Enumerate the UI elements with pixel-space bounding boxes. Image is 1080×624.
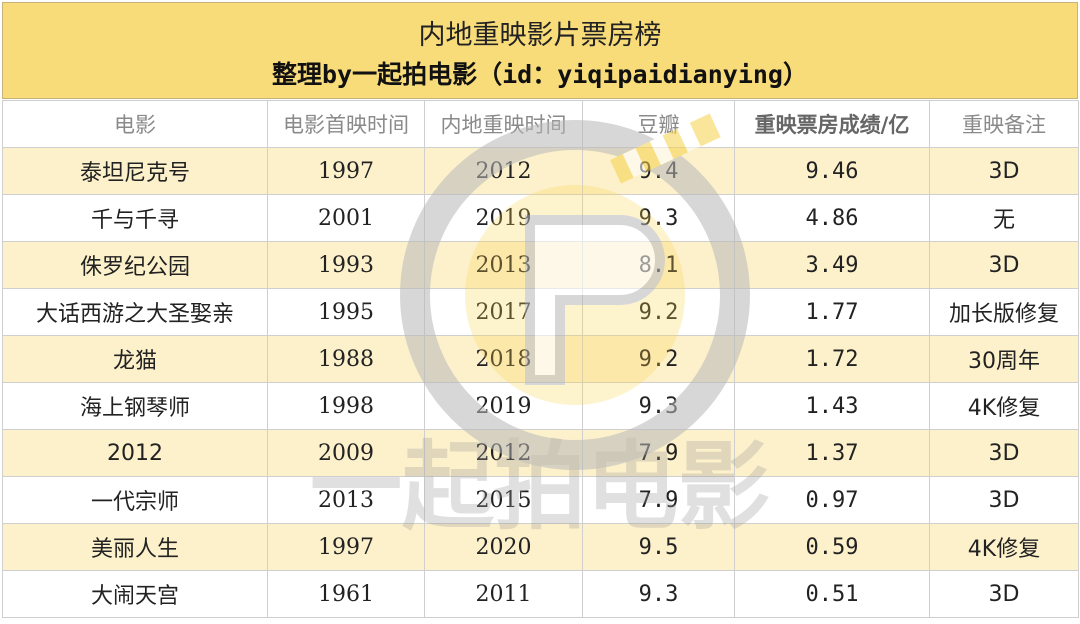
cell-rerelease-year[interactable]: 2017: [424, 288, 583, 336]
cell-rerelease-year[interactable]: 2012: [424, 429, 583, 477]
cell-note[interactable]: 3D: [929, 241, 1079, 289]
cell-douban[interactable]: 9.2: [582, 335, 735, 383]
cell-note[interactable]: 3D: [929, 429, 1079, 477]
cell-movie[interactable]: 龙猫: [2, 335, 268, 383]
table-row: 侏罗纪公园 1993 2013 8.1 3.49 3D: [2, 241, 1079, 289]
table-row: 美丽人生 1997 2020 9.5 0.59 4K修复: [2, 523, 1079, 571]
cell-douban[interactable]: 9.3: [582, 194, 735, 242]
cell-rerelease-year[interactable]: 2013: [424, 241, 583, 289]
cell-movie[interactable]: 美丽人生: [2, 523, 268, 571]
cell-box-office[interactable]: 3.49: [734, 241, 930, 289]
cell-movie[interactable]: 海上钢琴师: [2, 382, 268, 430]
cell-movie[interactable]: 2012: [2, 429, 268, 477]
table-row: 千与千寻 2001 2019 9.3 4.86 无: [2, 194, 1079, 242]
table-row: 泰坦尼克号 1997 2012 9.4 9.46 3D: [2, 147, 1079, 195]
cell-note[interactable]: 3D: [929, 476, 1079, 524]
cell-box-office[interactable]: 1.72: [734, 335, 930, 383]
cell-box-office[interactable]: 4.86: [734, 194, 930, 242]
header-rerelease-year[interactable]: 内地重映时间: [424, 100, 583, 148]
cell-premiere-year[interactable]: 1995: [267, 288, 425, 336]
table-row: 2012 2009 2012 7.9 1.37 3D: [2, 429, 1079, 477]
cell-note[interactable]: 3D: [929, 147, 1079, 195]
table-row: 一代宗师 2013 2015 7.9 0.97 3D: [2, 476, 1079, 524]
cell-premiere-year[interactable]: 1998: [267, 382, 425, 430]
cell-movie[interactable]: 泰坦尼克号: [2, 147, 268, 195]
cell-premiere-year[interactable]: 1993: [267, 241, 425, 289]
cell-rerelease-year[interactable]: 2019: [424, 194, 583, 242]
table-title: 内地重映影片票房榜: [418, 20, 662, 51]
title-block: 内地重映影片票房榜 整理by一起拍电影（id：yiqipaidianying）: [2, 2, 1078, 99]
cell-douban[interactable]: 8.1: [582, 241, 735, 289]
cell-premiere-year[interactable]: 1997: [267, 147, 425, 195]
cell-note[interactable]: 30周年: [929, 335, 1079, 383]
cell-note[interactable]: 无: [929, 194, 1079, 242]
cell-rerelease-year[interactable]: 2015: [424, 476, 583, 524]
header-douban[interactable]: 豆瓣: [582, 100, 735, 148]
cell-rerelease-year[interactable]: 2012: [424, 147, 583, 195]
cell-note[interactable]: 3D: [929, 570, 1079, 618]
cell-note[interactable]: 4K修复: [929, 382, 1079, 430]
header-row: 电影 电影首映时间 内地重映时间 豆瓣 重映票房成绩/亿 重映备注: [2, 100, 1079, 148]
header-note[interactable]: 重映备注: [929, 100, 1079, 148]
cell-note[interactable]: 加长版修复: [929, 288, 1079, 336]
cell-box-office[interactable]: 0.97: [734, 476, 930, 524]
table-row: 龙猫 1988 2018 9.2 1.72 30周年: [2, 335, 1079, 383]
cell-premiere-year[interactable]: 2013: [267, 476, 425, 524]
cell-douban[interactable]: 7.9: [582, 429, 735, 477]
header-premiere-year[interactable]: 电影首映时间: [267, 100, 425, 148]
cell-note[interactable]: 4K修复: [929, 523, 1079, 571]
cell-box-office[interactable]: 9.46: [734, 147, 930, 195]
cell-box-office[interactable]: 0.51: [734, 570, 930, 618]
cell-box-office[interactable]: 1.43: [734, 382, 930, 430]
cell-movie[interactable]: 侏罗纪公园: [2, 241, 268, 289]
cell-douban[interactable]: 9.2: [582, 288, 735, 336]
cell-douban[interactable]: 9.3: [582, 382, 735, 430]
cell-movie[interactable]: 一代宗师: [2, 476, 268, 524]
header-movie[interactable]: 电影: [2, 100, 268, 148]
cell-douban[interactable]: 9.5: [582, 523, 735, 571]
cell-premiere-year[interactable]: 2001: [267, 194, 425, 242]
table-subtitle: 整理by一起拍电影（id：yiqipaidianying）: [272, 60, 808, 89]
cell-douban[interactable]: 7.9: [582, 476, 735, 524]
cell-box-office[interactable]: 1.37: [734, 429, 930, 477]
cell-rerelease-year[interactable]: 2019: [424, 382, 583, 430]
cell-premiere-year[interactable]: 1997: [267, 523, 425, 571]
cell-rerelease-year[interactable]: 2011: [424, 570, 583, 618]
cell-box-office[interactable]: 1.77: [734, 288, 930, 336]
header-box-office[interactable]: 重映票房成绩/亿: [734, 100, 930, 148]
cell-douban[interactable]: 9.3: [582, 570, 735, 618]
cell-movie[interactable]: 大闹天宫: [2, 570, 268, 618]
cell-box-office[interactable]: 0.59: [734, 523, 930, 571]
table-row: 海上钢琴师 1998 2019 9.3 1.43 4K修复: [2, 382, 1079, 430]
table-row: 大闹天宫 1961 2011 9.3 0.51 3D: [2, 570, 1079, 618]
cell-premiere-year[interactable]: 1988: [267, 335, 425, 383]
cell-rerelease-year[interactable]: 2020: [424, 523, 583, 571]
cell-premiere-year[interactable]: 2009: [267, 429, 425, 477]
cell-rerelease-year[interactable]: 2018: [424, 335, 583, 383]
box-office-table: 电影 电影首映时间 内地重映时间 豆瓣 重映票房成绩/亿 重映备注 泰坦尼克号 1…: [2, 100, 1079, 618]
cell-movie[interactable]: 大话西游之大圣娶亲: [2, 288, 268, 336]
cell-movie[interactable]: 千与千寻: [2, 194, 268, 242]
cell-premiere-year[interactable]: 1961: [267, 570, 425, 618]
table-row: 大话西游之大圣娶亲 1995 2017 9.2 1.77 加长版修复: [2, 288, 1079, 336]
cell-douban[interactable]: 9.4: [582, 147, 735, 195]
